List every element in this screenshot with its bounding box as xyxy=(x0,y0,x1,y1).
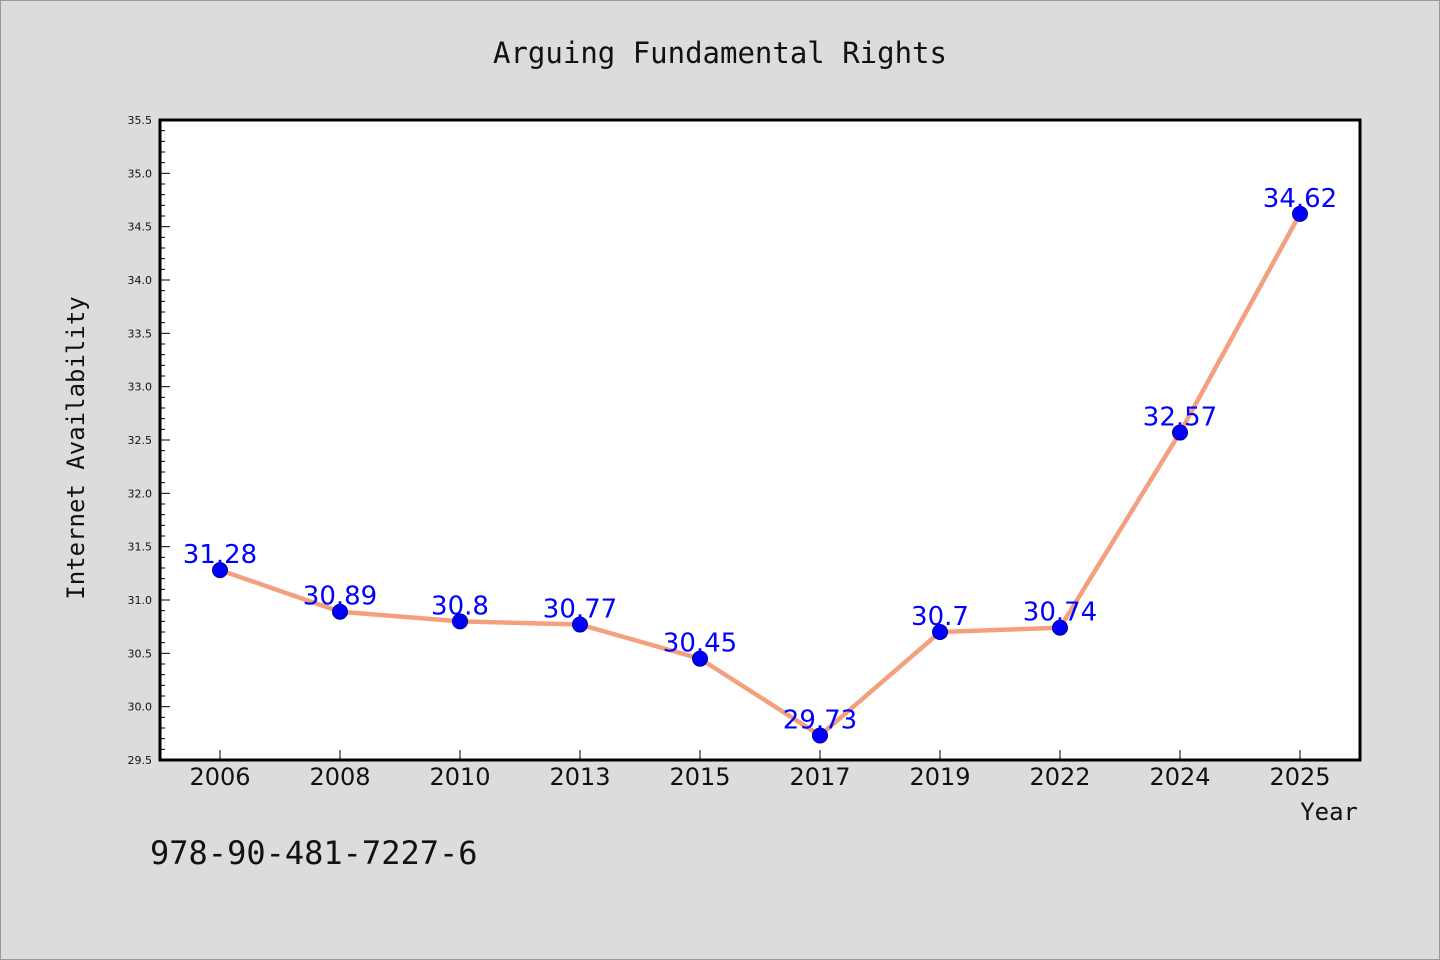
data-label: 31.28 xyxy=(183,540,257,570)
y-axis-label: Internet Availability xyxy=(62,296,90,599)
y-tick-label: 34.5 xyxy=(128,221,153,234)
data-labels: 31.28 30.89 30.8 30.77 30.45 29.73 30.7 30.74 32… xyxy=(183,184,1337,736)
data-label: 29.73 xyxy=(783,705,857,735)
data-label: 30.89 xyxy=(303,582,377,612)
data-label: 30.45 xyxy=(663,629,737,659)
data-label: 30.7 xyxy=(911,602,969,632)
y-tick-label: 31.5 xyxy=(128,541,153,554)
y-tick-label: 30.0 xyxy=(128,701,153,714)
plot-border xyxy=(158,118,1362,762)
x-tick-label: 2010 xyxy=(429,763,490,791)
data-point xyxy=(452,613,468,630)
plot-area xyxy=(160,120,1360,760)
data-label: 32.57 xyxy=(1143,403,1217,433)
x-tick-label: 2006 xyxy=(189,763,250,791)
data-point xyxy=(932,624,948,640)
x-tick-label: 2024 xyxy=(1149,763,1210,791)
y-axis-tick-labels: 29.5 30.0 30.5 31.0 31.5 32.0 32.5 33.0 33.5 34.0… xyxy=(128,114,153,767)
x-tick-label: 2013 xyxy=(549,763,610,791)
data-point xyxy=(572,616,588,633)
x-tick-label: 2008 xyxy=(309,763,370,791)
data-point xyxy=(812,727,828,744)
y-tick-label: 33.0 xyxy=(128,381,153,394)
data-point xyxy=(692,650,708,667)
y-tick-label: 33.5 xyxy=(128,327,153,340)
data-label: 30.77 xyxy=(543,595,617,625)
data-label: 30.8 xyxy=(431,591,489,621)
x-axis-label: Year xyxy=(1300,798,1358,826)
data-point xyxy=(1292,205,1308,222)
data-point xyxy=(1172,424,1188,441)
data-markers xyxy=(212,205,1308,744)
y-tick-label: 29.5 xyxy=(128,754,153,767)
data-point xyxy=(212,562,228,579)
x-tick-label: 2019 xyxy=(909,763,970,791)
x-axis-ticks xyxy=(219,750,1301,760)
y-tick-label: 35.5 xyxy=(128,114,153,127)
y-tick-label: 31.0 xyxy=(128,594,153,607)
y-tick-label: 32.5 xyxy=(128,434,153,447)
x-tick-label: 2022 xyxy=(1029,763,1090,791)
y-tick-label: 34.0 xyxy=(128,274,153,287)
chart-title: Arguing Fundamental Rights xyxy=(493,36,947,70)
data-point xyxy=(1052,619,1068,636)
x-axis-tick-labels: 2006 2008 2010 2013 2015 2017 2019 2022 2024 2025 xyxy=(189,763,1330,791)
x-tick-label: 2015 xyxy=(669,763,730,791)
data-label: 30.74 xyxy=(1023,598,1097,628)
x-tick-label: 2017 xyxy=(789,763,850,791)
series-line xyxy=(219,212,1302,738)
data-label: 34.62 xyxy=(1263,184,1337,214)
x-tick-label: 2025 xyxy=(1269,763,1330,791)
data-point xyxy=(332,603,348,620)
isbn-text: 978-90-481-7227-6 xyxy=(150,834,478,872)
y-tick-label: 30.5 xyxy=(128,647,153,660)
y-tick-label: 35.0 xyxy=(128,167,153,180)
y-tick-label: 32.0 xyxy=(128,487,153,500)
